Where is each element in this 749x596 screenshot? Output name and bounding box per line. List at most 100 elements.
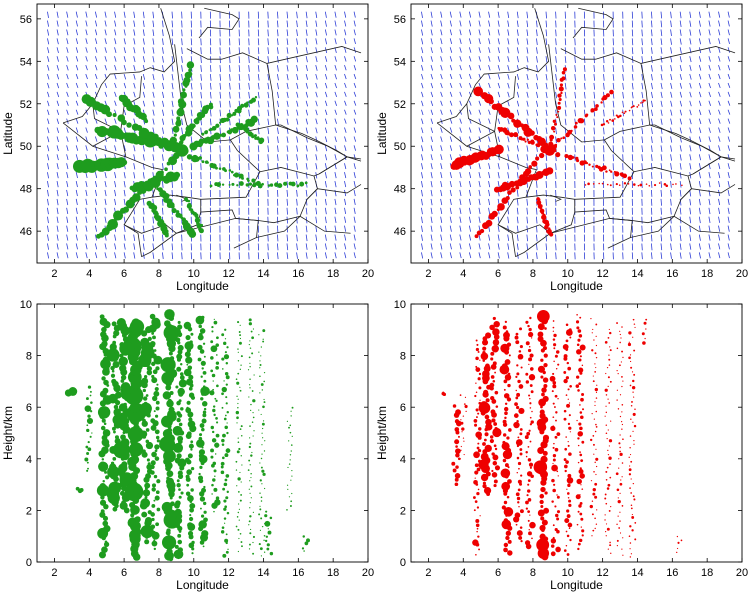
height-point <box>594 461 596 464</box>
height-point <box>166 470 174 478</box>
height-point <box>154 386 159 392</box>
wind-vector <box>430 154 433 161</box>
height-point <box>265 535 269 538</box>
wind-vector <box>631 38 634 46</box>
wind-vector <box>516 47 519 54</box>
wind-vector <box>305 118 308 125</box>
height-point <box>619 452 623 456</box>
wind-vector <box>727 73 731 80</box>
height-point <box>491 399 497 404</box>
wind-vector <box>324 11 327 18</box>
wind-vector <box>507 11 510 19</box>
wind-vector <box>56 216 59 224</box>
height-point <box>478 427 482 431</box>
height-point <box>544 327 547 330</box>
height-point <box>240 481 242 483</box>
height-point <box>260 355 262 357</box>
wind-vector <box>305 172 308 179</box>
height-point <box>515 340 520 345</box>
y-tick-label: 48 <box>20 184 32 196</box>
wind-vector <box>209 74 212 81</box>
wind-vector <box>641 73 644 81</box>
x-tick-label: 12 <box>223 268 235 280</box>
height-point <box>565 544 568 547</box>
wind-vector <box>421 234 423 241</box>
wind-vector <box>555 65 557 72</box>
height-point <box>594 482 598 486</box>
wind-vector <box>324 29 327 36</box>
track-point <box>171 207 177 214</box>
wind-vector <box>152 154 155 161</box>
x-tick-label: 4 <box>86 567 92 579</box>
border-line <box>630 215 725 238</box>
height-point <box>112 360 120 368</box>
height-point <box>262 329 266 333</box>
height-point <box>631 400 633 403</box>
height-point <box>501 442 510 451</box>
height-point <box>595 397 598 399</box>
wind-vector <box>344 29 347 36</box>
height-point <box>477 350 480 353</box>
wind-vector <box>296 136 299 143</box>
y-tick-label: 50 <box>20 141 32 153</box>
track-point <box>169 136 177 144</box>
height-point <box>99 511 106 518</box>
height-point <box>537 335 544 342</box>
height-point <box>201 427 205 432</box>
x-tick-label: 2 <box>425 268 431 280</box>
height-point <box>214 475 216 477</box>
height-point <box>196 439 205 448</box>
wind-vector <box>353 243 356 250</box>
height-point <box>508 428 512 432</box>
height-point <box>502 440 506 445</box>
height-point <box>477 442 480 445</box>
height-point <box>504 416 507 420</box>
height-point <box>550 538 557 544</box>
height-point <box>168 351 173 356</box>
track-point <box>218 121 222 124</box>
track-point <box>479 228 485 234</box>
wind-vector <box>459 38 462 45</box>
track-point <box>615 182 618 186</box>
track-point <box>570 129 573 133</box>
height-point <box>85 397 89 401</box>
height-point <box>493 483 497 488</box>
wind-vector <box>162 198 164 206</box>
track-point <box>600 123 604 127</box>
wind-vector <box>718 145 721 151</box>
track-point <box>624 110 627 113</box>
wind-vector <box>296 198 298 206</box>
track-point <box>500 107 511 118</box>
y-tick-label: 56 <box>20 14 32 26</box>
x-tick-label: 8 <box>156 268 162 280</box>
height-point <box>216 336 219 340</box>
y-tick-label: 48 <box>394 184 406 196</box>
wind-vector <box>593 82 596 90</box>
wind-vector <box>440 198 443 206</box>
height-point <box>474 477 476 479</box>
height-point <box>237 528 240 531</box>
wind-vector <box>660 181 663 188</box>
wind-vector <box>142 29 145 36</box>
wind-vector <box>66 225 69 232</box>
wind-vector <box>56 207 59 215</box>
wind-vector <box>286 118 289 125</box>
height-point <box>680 539 683 542</box>
wind-vector <box>689 234 692 241</box>
wind-vector <box>344 225 347 232</box>
height-point <box>261 422 265 426</box>
height-point <box>210 425 214 430</box>
wind-vector <box>679 189 682 197</box>
wind-vector <box>488 243 491 250</box>
wind-vector <box>526 234 529 242</box>
wind-vector <box>190 109 193 117</box>
height-point <box>621 326 623 328</box>
track-point <box>180 91 187 99</box>
height-point <box>592 380 595 383</box>
wind-vector <box>286 172 289 179</box>
track-point <box>252 183 257 188</box>
height-point <box>214 442 220 448</box>
wind-vector <box>468 11 472 18</box>
wind-vector <box>718 172 721 179</box>
wind-vector <box>507 136 510 143</box>
